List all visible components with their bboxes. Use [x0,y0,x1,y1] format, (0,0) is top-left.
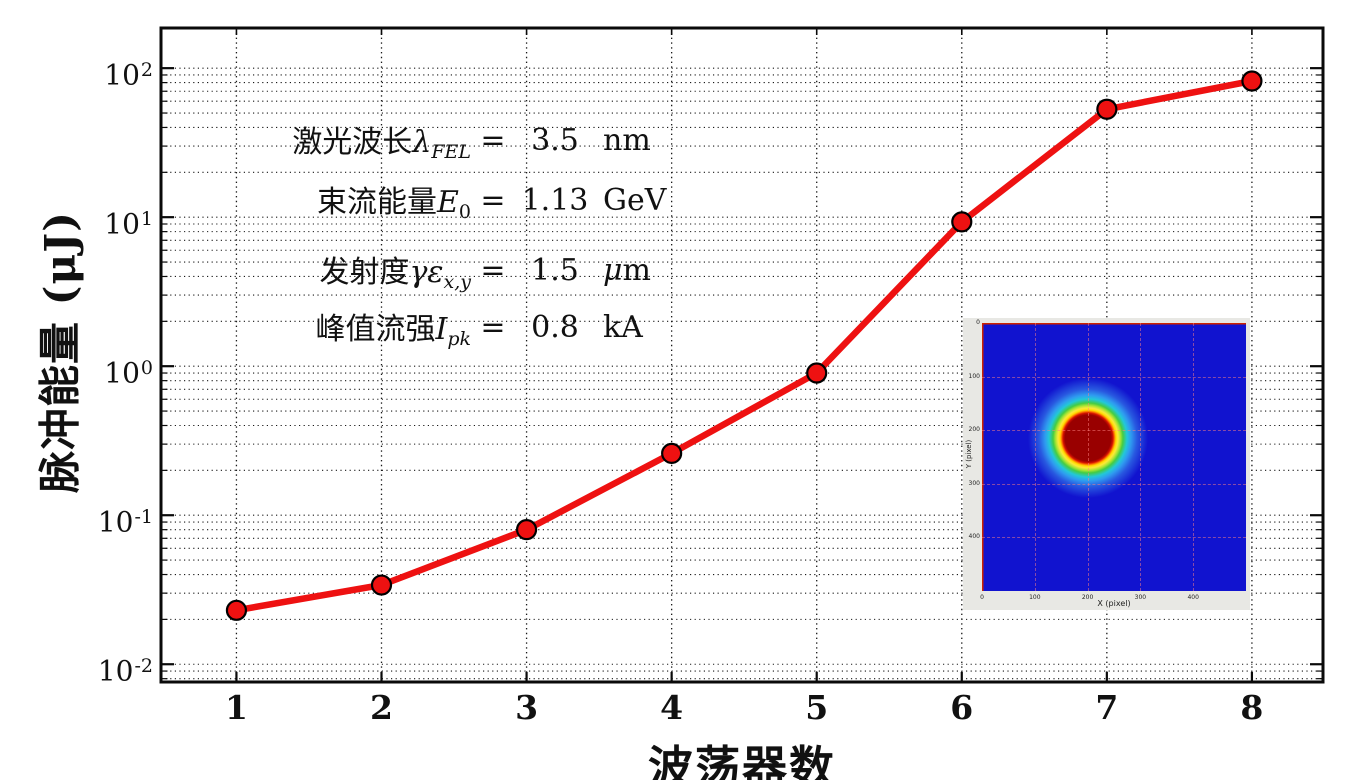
inset-x-tick-label: 0 [980,594,984,601]
data-point [1241,70,1263,92]
y-tick-label: 102 [104,58,153,92]
parameter-value: 1.13 [521,182,589,218]
parameter-row: 激光波长λFEL = 3.5 nm [225,116,695,164]
parameter-name: 发射度γεx,y [319,255,471,293]
y-tick-label: 100 [104,356,153,390]
inset-y-tick-label: 300 [968,479,980,487]
parameter-name: 激光波长λFEL [292,125,471,163]
equals-sign: = [480,182,506,218]
beam-profile-image [982,323,1246,591]
parameter-name: 峰值流强Ipk [315,312,471,350]
inset-y-tick-label: 400 [968,533,980,541]
data-point [515,519,538,541]
inset-y-tick-label: 0 [976,319,980,326]
inset-y-tick-label: 100 [968,372,980,380]
y-tick-label: 10-2 [97,654,153,688]
x-tick-label: 6 [950,688,974,727]
inset-y-axis-title: Y (pixel) [965,439,973,469]
inset-x-axis-title: X (pixel) [1097,599,1131,608]
beam-profile-inset: 0 100 200 300 400 0 100 200 300 400 Y (pixel) X … [963,318,1250,610]
parameter-value: 3.5 [531,122,579,158]
inset-x-tick-label: 100 [1029,594,1041,601]
inset-y-tick-label: 200 [968,426,980,434]
parameter-value: 0.8 [531,309,579,345]
data-point [951,211,973,233]
x-tick-label: 5 [805,688,829,727]
plot-border [159,26,1325,684]
parameter-unit: nm [603,122,651,158]
parameter-name: 束流能量E0 [317,185,471,223]
data-point [370,574,393,596]
x-axis-title: 波荡器数 [647,741,837,780]
parameter-row: 发射度γεx,y = 1.5 μm [225,246,695,294]
x-tick-label: 8 [1240,688,1264,727]
x-tick-label: 4 [660,688,684,727]
inset-gridline [982,430,1246,432]
inset-x-tick-label: 200 [1081,594,1094,601]
parameter-unit: μm [603,252,651,288]
inset-gridline [982,376,1246,378]
inset-gridline [982,483,1246,485]
inset-gridline [1034,323,1036,591]
equals-sign: = [480,252,506,288]
x-tick-label: 1 [224,688,248,727]
inset-gridline [1140,323,1142,591]
parameter-unit: GeV [603,182,667,218]
data-point [225,599,248,621]
y-tick-label: 10-1 [97,505,153,539]
inset-x-tick-label: 300 [1134,594,1147,601]
x-tick-label: 7 [1095,688,1119,727]
inset-x-tick-label: 400 [1187,594,1199,601]
y-tick-label: 101 [104,207,153,241]
parameter-value: 1.5 [531,252,579,288]
x-tick-label: 3 [515,688,539,727]
data-point [1096,98,1118,120]
inset-gridline [982,537,1246,539]
parameter-row: 束流能量E0 = 1.13 GeV [225,176,695,224]
data-point [661,442,683,464]
equals-sign: = [480,122,506,158]
parameter-row: 峰值流强Ipk = 0.8 kA [225,303,695,351]
inset-gridline [1193,323,1195,591]
equals-sign: = [480,309,506,345]
inset-gridline [1087,323,1089,591]
data-point [806,362,828,384]
x-tick-label: 2 [370,688,393,727]
energy-curve [233,77,1256,614]
parameter-unit: kA [603,309,643,345]
